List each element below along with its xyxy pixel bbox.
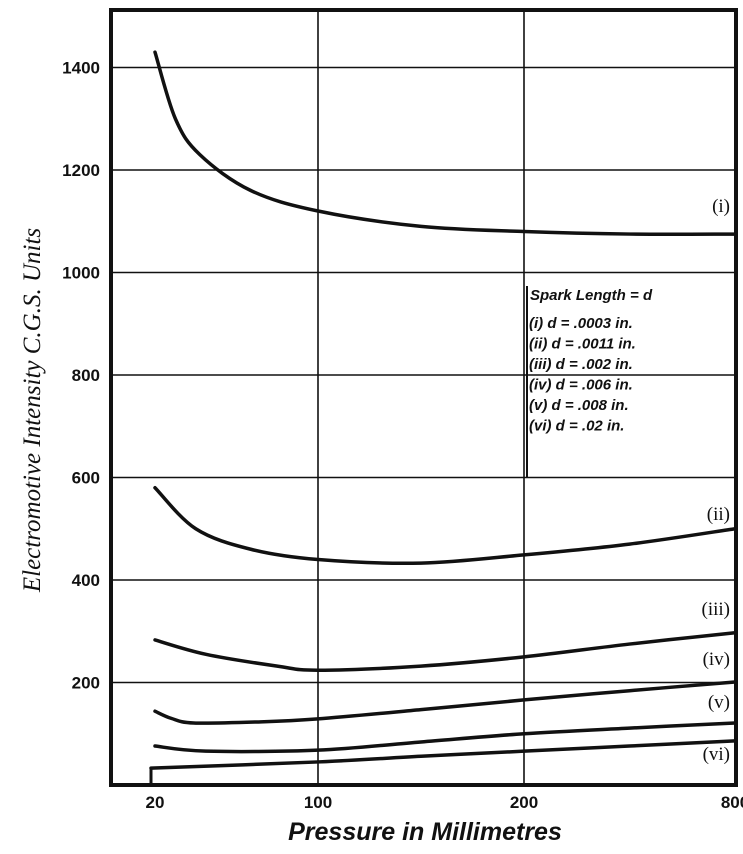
series-line-1 — [153, 50, 737, 237]
y-tick-label: 1200 — [62, 161, 100, 180]
series-label: (iv) — [703, 649, 730, 670]
series-label: (v) — [708, 692, 730, 713]
series-line-2 — [153, 486, 737, 565]
x-tick-label: 200 — [510, 793, 538, 812]
x-axis-label: Pressure in Millimetres — [288, 818, 562, 846]
series-label: (iii) — [702, 599, 731, 620]
plot-frame — [109, 8, 738, 787]
x-tick-label: 100 — [304, 793, 332, 812]
y-tick-label: 600 — [72, 469, 100, 488]
legend: Spark Length = d (i) d = .0003 in. (ii) d… — [526, 286, 653, 478]
legend-entry: (iv) d = .006 in. — [529, 377, 633, 394]
y-tick-label: 1400 — [62, 59, 100, 78]
y-tick-label: 800 — [72, 366, 100, 385]
series-line-3 — [153, 631, 737, 672]
series-line-5 — [153, 721, 737, 754]
legend-entry: (vi) d = .02 in. — [529, 418, 624, 435]
y-axis-label: Electromotive Intensity C.G.S. Units — [19, 228, 46, 593]
legend-entry: (ii) d = .0011 in. — [529, 336, 636, 353]
x-tick-label: 20 — [146, 793, 165, 812]
series-label: (i) — [712, 196, 730, 217]
legend-entry: (iii) d = .002 in. — [529, 356, 633, 373]
legend-entry: (v) d = .008 in. — [529, 397, 629, 414]
legend-title: Spark Length = d — [530, 287, 653, 304]
series-line-6 — [149, 739, 737, 770]
y-tick-label: 400 — [72, 571, 100, 590]
series-label: (vi) — [703, 744, 730, 765]
series-line-4 — [153, 680, 737, 725]
legend-entry: (i) d = .0003 in. — [529, 315, 633, 332]
series-label: (ii) — [707, 504, 730, 525]
y-tick-label: 1000 — [62, 264, 100, 283]
y-tick-label: 200 — [72, 674, 100, 693]
x-tick-label: 800 — [721, 793, 743, 812]
